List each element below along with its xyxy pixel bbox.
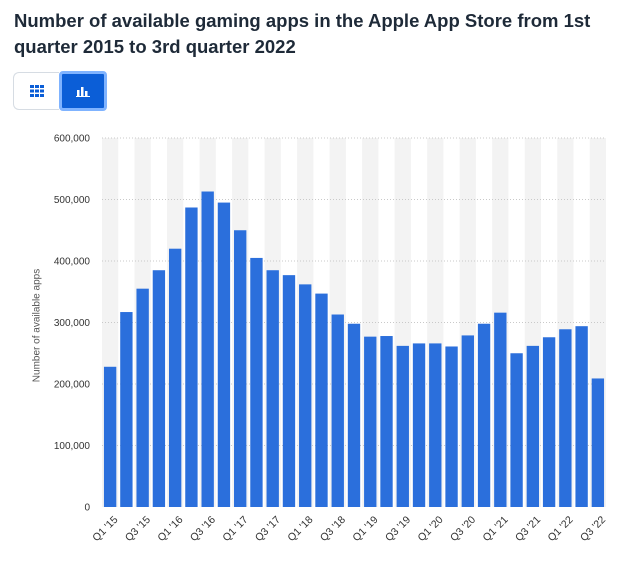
y-tick-label: 500,000 [54,195,91,206]
y-tick-label: 600,000 [54,134,91,145]
bar-q3-17 [266,270,279,507]
bar-q3-18 [331,314,344,507]
bar-q3-16 [201,191,214,507]
bar-q1-22 [559,329,572,507]
chart-title: Number of available gaming apps in the A… [14,10,591,57]
bar-q2-15 [120,312,133,507]
bar-q3-21 [526,345,540,507]
bar-q1-18 [299,284,312,507]
x-tick-label: Q1 '20 [415,514,445,544]
x-tick-label: Q3 '19 [383,514,413,544]
y-tick-label: 0 [84,503,90,514]
bar-q2-18 [315,293,328,507]
bar-q3-22 [591,378,605,507]
bar-q4-15 [152,270,166,507]
x-tick-label: Q1 '21 [481,514,511,544]
y-tick-label: 300,000 [54,318,91,329]
bar-q4-21 [542,337,556,507]
x-tick-label: Q1 '18 [285,514,315,544]
bar-q1-21 [494,312,507,507]
bar-q2-22 [575,326,588,507]
x-tick-label: Q3 '22 [578,514,608,544]
x-tick-label: Q3 '20 [448,514,478,544]
x-tick-label: Q3 '16 [188,514,218,544]
view-toggle [13,71,107,112]
bar-q4-17 [282,275,296,507]
y-axis-label: Number of available apps [31,268,43,383]
x-tick-label: Q1 '19 [350,514,380,544]
y-tick-label: 200,000 [54,380,91,391]
bar-q1-15 [103,366,117,507]
bar-q1-20 [429,343,442,507]
x-tick-label: Q3 '18 [318,514,348,544]
y-tick-label: 400,000 [54,257,91,268]
bar-q2-19 [380,336,393,507]
x-tick-label: Q3 '15 [123,514,153,544]
bar-q2-21 [510,353,523,507]
table-view-button[interactable] [13,72,59,110]
y-tick-label: 100,000 [54,441,91,452]
bar-q4-20 [477,323,491,507]
x-tick-label: Q3 '21 [513,514,543,544]
bar-q3-20 [461,335,474,507]
bar-q2-16 [185,207,198,507]
x-tick-label: Q1 '16 [155,514,185,544]
table-grid-icon [29,85,44,97]
x-tick-label: Q1 '22 [546,514,576,544]
bar-q1-19 [364,336,377,507]
bar-q1-16 [168,248,182,507]
bar-q1-17 [234,230,247,507]
chart-view-button[interactable] [59,71,107,111]
bar-q4-19 [412,343,426,507]
bar-q4-18 [347,323,361,507]
x-tick-label: Q1 '17 [220,514,250,544]
bar-q2-17 [250,257,263,507]
bar-q4-16 [217,202,231,507]
bar-q2-20 [445,346,458,507]
x-tick-label: Q1 '15 [90,514,120,544]
bar-q3-19 [396,345,409,507]
bar-chart: 0 100,000 200,000 300,000 400,000 500,000 600,… [54,134,608,544]
bar-chart-icon [76,87,90,97]
x-tick-label: Q3 '17 [253,514,283,544]
bar-q3-15 [136,288,149,507]
chart-area: 0 100,000 200,000 300,000 400,000 500,000 600,… [0,120,618,571]
